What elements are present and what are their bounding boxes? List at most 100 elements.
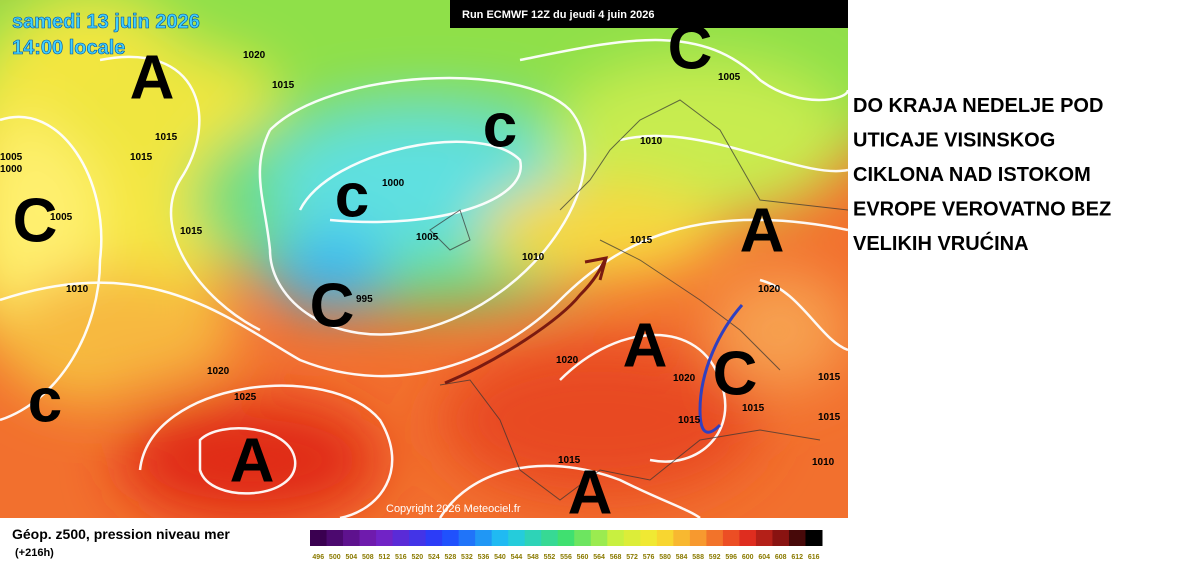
pressure-center: A (740, 196, 785, 265)
scale-swatch (656, 530, 674, 546)
isobar-label: 1020 (673, 373, 696, 384)
scale-label: 612 (791, 554, 803, 561)
scale-label: 580 (659, 554, 671, 561)
scale-swatch (805, 530, 823, 546)
isobar-label: 1020 (243, 50, 266, 61)
annotation-line: EVROPE VEROVATNO BEZ (853, 199, 1111, 221)
scale-swatch (557, 530, 575, 546)
isobar-label: 1015 (742, 403, 765, 414)
scale-label: 544 (511, 554, 523, 561)
scale-swatch (359, 530, 377, 546)
scale-label: 504 (345, 554, 357, 561)
scale-label: 576 (643, 554, 655, 561)
scale-label: 520 (412, 554, 424, 561)
valid-date: samedi 13 juin 2026 (12, 11, 200, 33)
isobar-label: 1015 (630, 235, 653, 246)
scale-swatch (541, 530, 559, 546)
scale-swatch (772, 530, 790, 546)
annotation-line: UTICAJE VISINSKOG (853, 130, 1055, 152)
scale-label: 524 (428, 554, 440, 561)
isobar-label: 1015 (130, 152, 153, 163)
scale-swatch (442, 530, 460, 546)
pressure-center: C (713, 339, 758, 408)
scale-swatch (458, 530, 476, 546)
scale-label: 500 (329, 554, 341, 561)
annotation-line: VELIKIH VRUĆINA (853, 231, 1029, 255)
scale-label: 536 (478, 554, 490, 561)
scale-label: 568 (610, 554, 622, 561)
scale-swatch (574, 530, 592, 546)
run-bar (450, 0, 848, 28)
scale-swatch (607, 530, 625, 546)
pressure-center: C (13, 186, 58, 255)
scale-swatch (392, 530, 410, 546)
scale-label: 496 (312, 554, 324, 561)
annotation: DO KRAJA NEDELJE POD UTICAJE VISINSKOG CIK… (853, 95, 1111, 255)
scale-label: 540 (494, 554, 506, 561)
pressure-center: A (568, 458, 613, 527)
annotation-line: CIKLONA NAD ISTOKOM (853, 164, 1091, 186)
scale-swatch (623, 530, 641, 546)
scale-swatch (640, 530, 658, 546)
scale-label: 528 (445, 554, 457, 561)
isobar-label: 1015 (678, 415, 701, 426)
isobar-label: 1015 (818, 412, 841, 423)
isobar-label: 1000 (0, 164, 23, 175)
scale-label: 560 (577, 554, 589, 561)
scale-label: 592 (709, 554, 721, 561)
isobar-label: 1010 (812, 457, 835, 468)
isobar-label: 1005 (50, 212, 73, 223)
isobar-label: 1015 (558, 455, 581, 466)
pressure-center: C (310, 271, 355, 340)
scale-label: 616 (808, 554, 820, 561)
scale-swatch (673, 530, 691, 546)
isobar-label: 995 (356, 294, 373, 305)
scale-label: 572 (626, 554, 638, 561)
color-scale: 496 500 504 508 512 516 520 524 528 532 536 540 544 5… (310, 530, 823, 561)
pressure-center: c (28, 366, 62, 435)
scale-label: 588 (692, 554, 704, 561)
isobar-label: 1015 (818, 372, 841, 383)
isobar-label: 1010 (522, 252, 545, 263)
scale-label: 556 (560, 554, 572, 561)
isobar-label: 1020 (758, 284, 781, 295)
scale-label: 532 (461, 554, 473, 561)
isobar-label: 1005 (718, 72, 741, 83)
pressure-center: c (483, 91, 517, 160)
scale-label: 516 (395, 554, 407, 561)
scale-swatch (310, 530, 328, 546)
legend-lead: (+216h) (15, 547, 54, 559)
pressure-center: A (130, 43, 175, 112)
pressure-center: A (623, 311, 668, 380)
isobar-label: 1010 (640, 136, 663, 147)
scale-label: 600 (742, 554, 754, 561)
valid-time: 14:00 locale (12, 37, 125, 59)
isobar-label: 1015 (180, 226, 203, 237)
scale-label: 604 (758, 554, 770, 561)
isobar-labels: 1020101510151015100510001005101510101000… (0, 50, 841, 468)
scale-swatch (409, 530, 427, 546)
scale-swatch (788, 530, 806, 546)
scale-label: 552 (544, 554, 556, 561)
scale-label: 512 (378, 554, 390, 561)
scale-label: 548 (527, 554, 539, 561)
copyright: Copyright 2026 Meteociel.fr (386, 503, 521, 515)
scale-label: 508 (362, 554, 374, 561)
scale-swatch (706, 530, 724, 546)
isobar-label: 1020 (556, 355, 579, 366)
scale-swatch (739, 530, 757, 546)
isobar-label: 1020 (207, 366, 230, 377)
isobar-label: 1015 (155, 132, 178, 143)
isobar-label: 1005 (0, 152, 23, 163)
scale-swatch (376, 530, 394, 546)
scale-swatch (508, 530, 526, 546)
scale-swatch (475, 530, 493, 546)
scale-label: 596 (725, 554, 737, 561)
scale-swatch (722, 530, 740, 546)
annotation-line: DO KRAJA NEDELJE POD (853, 95, 1103, 117)
isobar-label: 1010 (66, 284, 89, 295)
isobar-label: 1000 (382, 178, 405, 189)
scale-swatch (524, 530, 542, 546)
